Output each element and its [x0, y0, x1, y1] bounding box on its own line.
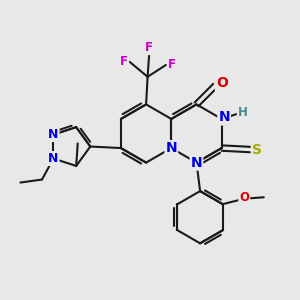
Text: N: N: [48, 152, 59, 165]
Text: N: N: [191, 156, 202, 170]
Text: F: F: [120, 55, 128, 68]
Text: F: F: [168, 58, 176, 71]
Text: O: O: [239, 191, 249, 204]
Text: N: N: [218, 110, 230, 124]
Text: F: F: [145, 41, 153, 54]
Text: S: S: [252, 142, 262, 157]
Text: N: N: [166, 141, 177, 155]
Text: N: N: [48, 128, 59, 141]
Text: H: H: [238, 106, 247, 118]
Text: O: O: [216, 76, 228, 90]
